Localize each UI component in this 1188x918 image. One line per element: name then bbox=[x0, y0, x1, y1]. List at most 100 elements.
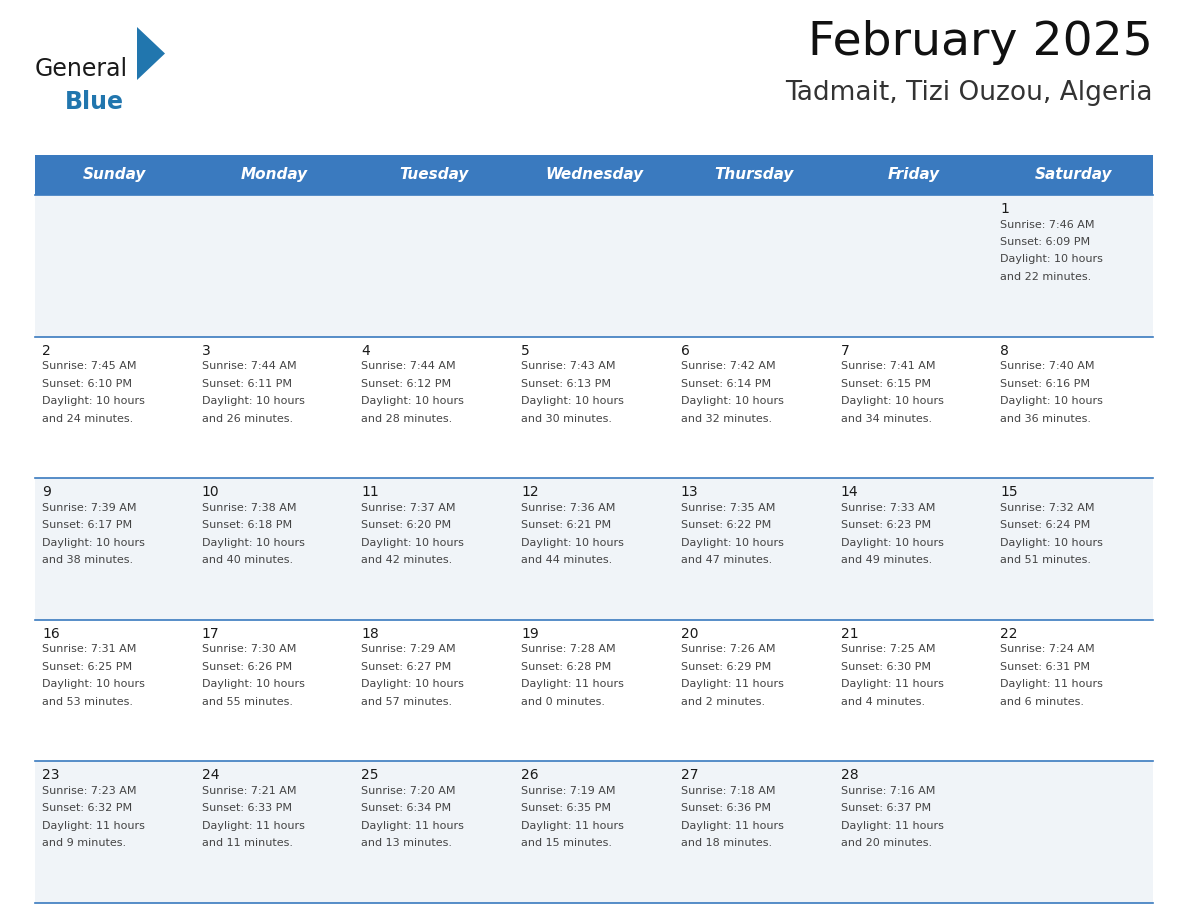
Bar bbox=[514, 620, 674, 761]
Bar bbox=[354, 478, 514, 620]
Text: Sunrise: 7:29 AM: Sunrise: 7:29 AM bbox=[361, 644, 456, 655]
Bar bbox=[195, 195, 354, 337]
Bar bbox=[195, 761, 354, 903]
Text: and 13 minutes.: and 13 minutes. bbox=[361, 838, 453, 848]
Text: Sunset: 6:35 PM: Sunset: 6:35 PM bbox=[522, 803, 611, 813]
Text: and 26 minutes.: and 26 minutes. bbox=[202, 414, 292, 423]
Text: Sunrise: 7:24 AM: Sunrise: 7:24 AM bbox=[1000, 644, 1095, 655]
Text: and 24 minutes.: and 24 minutes. bbox=[42, 414, 133, 423]
Text: Sunrise: 7:28 AM: Sunrise: 7:28 AM bbox=[522, 644, 615, 655]
Text: and 53 minutes.: and 53 minutes. bbox=[42, 697, 133, 707]
Text: Sunset: 6:29 PM: Sunset: 6:29 PM bbox=[681, 662, 771, 672]
Text: 23: 23 bbox=[42, 768, 59, 782]
Text: Daylight: 10 hours: Daylight: 10 hours bbox=[361, 396, 465, 406]
Bar bbox=[514, 478, 674, 620]
Text: Sunrise: 7:33 AM: Sunrise: 7:33 AM bbox=[841, 503, 935, 512]
Text: 19: 19 bbox=[522, 627, 539, 641]
Bar bbox=[195, 620, 354, 761]
Text: Sunset: 6:34 PM: Sunset: 6:34 PM bbox=[361, 803, 451, 813]
Bar bbox=[834, 195, 993, 337]
Text: Sunrise: 7:19 AM: Sunrise: 7:19 AM bbox=[522, 786, 615, 796]
Text: 25: 25 bbox=[361, 768, 379, 782]
Text: Sunset: 6:32 PM: Sunset: 6:32 PM bbox=[42, 803, 132, 813]
Text: Sunrise: 7:25 AM: Sunrise: 7:25 AM bbox=[841, 644, 935, 655]
Text: Daylight: 11 hours: Daylight: 11 hours bbox=[681, 679, 784, 689]
Text: 8: 8 bbox=[1000, 343, 1009, 358]
Text: and 22 minutes.: and 22 minutes. bbox=[1000, 272, 1092, 282]
Bar bbox=[354, 155, 514, 195]
Bar bbox=[674, 195, 834, 337]
Text: Sunrise: 7:44 AM: Sunrise: 7:44 AM bbox=[361, 361, 456, 371]
Text: Wednesday: Wednesday bbox=[545, 167, 643, 183]
Text: Tadmait, Tizi Ouzou, Algeria: Tadmait, Tizi Ouzou, Algeria bbox=[785, 80, 1154, 106]
Bar bbox=[195, 478, 354, 620]
Text: Sunset: 6:21 PM: Sunset: 6:21 PM bbox=[522, 521, 612, 531]
Text: Daylight: 10 hours: Daylight: 10 hours bbox=[522, 396, 624, 406]
Text: Daylight: 10 hours: Daylight: 10 hours bbox=[841, 396, 943, 406]
Text: Sunset: 6:31 PM: Sunset: 6:31 PM bbox=[1000, 662, 1091, 672]
Text: and 51 minutes.: and 51 minutes. bbox=[1000, 555, 1092, 565]
Text: Sunrise: 7:30 AM: Sunrise: 7:30 AM bbox=[202, 644, 296, 655]
Text: 24: 24 bbox=[202, 768, 220, 782]
Bar bbox=[834, 337, 993, 478]
Text: Sunset: 6:30 PM: Sunset: 6:30 PM bbox=[841, 662, 930, 672]
Text: Saturday: Saturday bbox=[1035, 167, 1112, 183]
Text: 20: 20 bbox=[681, 627, 699, 641]
Text: 10: 10 bbox=[202, 486, 220, 499]
Bar bbox=[195, 155, 354, 195]
Text: Daylight: 11 hours: Daylight: 11 hours bbox=[361, 821, 465, 831]
Text: 18: 18 bbox=[361, 627, 379, 641]
Text: Sunrise: 7:16 AM: Sunrise: 7:16 AM bbox=[841, 786, 935, 796]
Text: Daylight: 10 hours: Daylight: 10 hours bbox=[361, 538, 465, 548]
Text: and 55 minutes.: and 55 minutes. bbox=[202, 697, 292, 707]
Bar bbox=[834, 620, 993, 761]
Text: and 44 minutes.: and 44 minutes. bbox=[522, 555, 612, 565]
Text: Sunrise: 7:31 AM: Sunrise: 7:31 AM bbox=[42, 644, 137, 655]
Text: 15: 15 bbox=[1000, 486, 1018, 499]
Text: Sunset: 6:16 PM: Sunset: 6:16 PM bbox=[1000, 378, 1091, 388]
Bar bbox=[514, 155, 674, 195]
Text: Daylight: 11 hours: Daylight: 11 hours bbox=[522, 679, 624, 689]
Text: 7: 7 bbox=[841, 343, 849, 358]
Bar bbox=[34, 620, 195, 761]
Bar bbox=[834, 155, 993, 195]
Text: and 6 minutes.: and 6 minutes. bbox=[1000, 697, 1085, 707]
Text: Sunset: 6:17 PM: Sunset: 6:17 PM bbox=[42, 521, 132, 531]
Bar bbox=[514, 337, 674, 478]
Text: Sunrise: 7:45 AM: Sunrise: 7:45 AM bbox=[42, 361, 137, 371]
Text: Sunrise: 7:39 AM: Sunrise: 7:39 AM bbox=[42, 503, 137, 512]
Text: 11: 11 bbox=[361, 486, 379, 499]
Text: Daylight: 10 hours: Daylight: 10 hours bbox=[522, 538, 624, 548]
Text: Sunset: 6:24 PM: Sunset: 6:24 PM bbox=[1000, 521, 1091, 531]
Text: and 32 minutes.: and 32 minutes. bbox=[681, 414, 772, 423]
Text: Sunset: 6:20 PM: Sunset: 6:20 PM bbox=[361, 521, 451, 531]
Text: Daylight: 11 hours: Daylight: 11 hours bbox=[1000, 679, 1104, 689]
Text: Daylight: 10 hours: Daylight: 10 hours bbox=[42, 679, 145, 689]
Bar bbox=[834, 478, 993, 620]
Text: and 38 minutes.: and 38 minutes. bbox=[42, 555, 133, 565]
Text: and 30 minutes.: and 30 minutes. bbox=[522, 414, 612, 423]
Bar bbox=[993, 195, 1154, 337]
Text: Sunset: 6:23 PM: Sunset: 6:23 PM bbox=[841, 521, 930, 531]
Bar bbox=[34, 478, 195, 620]
Text: Thursday: Thursday bbox=[714, 167, 794, 183]
Text: Sunset: 6:37 PM: Sunset: 6:37 PM bbox=[841, 803, 930, 813]
Text: Sunday: Sunday bbox=[83, 167, 146, 183]
Bar bbox=[514, 195, 674, 337]
Text: and 2 minutes.: and 2 minutes. bbox=[681, 697, 765, 707]
Bar bbox=[834, 761, 993, 903]
Bar bbox=[993, 761, 1154, 903]
Text: Daylight: 11 hours: Daylight: 11 hours bbox=[841, 821, 943, 831]
Text: Daylight: 10 hours: Daylight: 10 hours bbox=[1000, 538, 1104, 548]
Text: 14: 14 bbox=[841, 486, 858, 499]
Text: Sunset: 6:15 PM: Sunset: 6:15 PM bbox=[841, 378, 930, 388]
Text: Sunrise: 7:37 AM: Sunrise: 7:37 AM bbox=[361, 503, 456, 512]
Bar bbox=[514, 761, 674, 903]
Text: Sunrise: 7:42 AM: Sunrise: 7:42 AM bbox=[681, 361, 776, 371]
Text: and 28 minutes.: and 28 minutes. bbox=[361, 414, 453, 423]
Bar bbox=[674, 478, 834, 620]
Text: 16: 16 bbox=[42, 627, 59, 641]
Text: 17: 17 bbox=[202, 627, 220, 641]
Text: and 47 minutes.: and 47 minutes. bbox=[681, 555, 772, 565]
Text: Daylight: 10 hours: Daylight: 10 hours bbox=[1000, 254, 1104, 264]
